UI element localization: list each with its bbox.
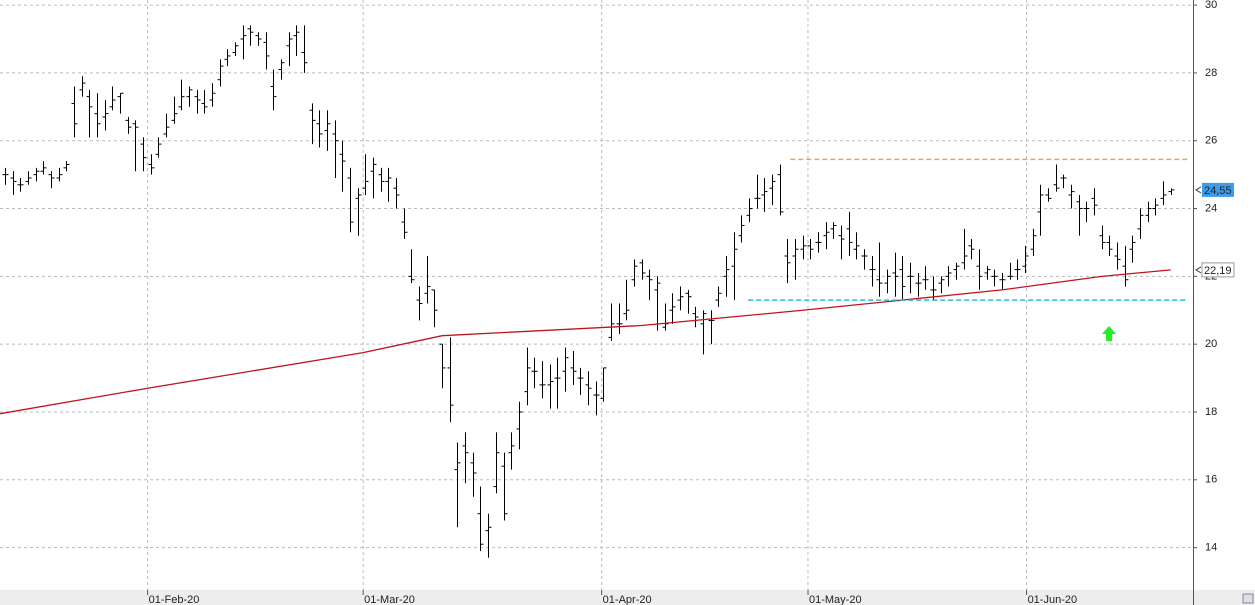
y-tick-label: 30 <box>1205 0 1217 11</box>
ma-price-label: 22,19 <box>1204 265 1232 277</box>
x-tick-label: 01-Feb-20 <box>149 594 200 605</box>
y-tick-label: 16 <box>1205 474 1217 486</box>
y-tick-label: 26 <box>1205 135 1217 147</box>
ma-price-badge <box>1201 262 1235 278</box>
corner-icon <box>1242 593 1254 604</box>
x-tick-label: 01-Jun-20 <box>1028 594 1078 605</box>
last-price-badge <box>1202 182 1234 197</box>
y-tick-label: 18 <box>1205 406 1217 418</box>
y-tick-label: 20 <box>1205 338 1217 350</box>
y-tick-label: 24 <box>1205 202 1217 214</box>
ma-price-pointer <box>1195 266 1202 274</box>
x-tick-label: 01-Mar-20 <box>364 594 415 605</box>
x-axis-band <box>0 590 1255 605</box>
y-tick-label: 14 <box>1205 542 1217 554</box>
last-price-label: 24,55 <box>1204 185 1232 197</box>
y-tick-label: 28 <box>1205 67 1217 79</box>
x-tick-label: 01-Apr-20 <box>603 594 652 605</box>
x-tick-label: 01-May-20 <box>809 594 862 605</box>
last-price-pointer <box>1195 186 1202 194</box>
up-arrow <box>1102 326 1116 341</box>
moving-average <box>0 269 1171 415</box>
